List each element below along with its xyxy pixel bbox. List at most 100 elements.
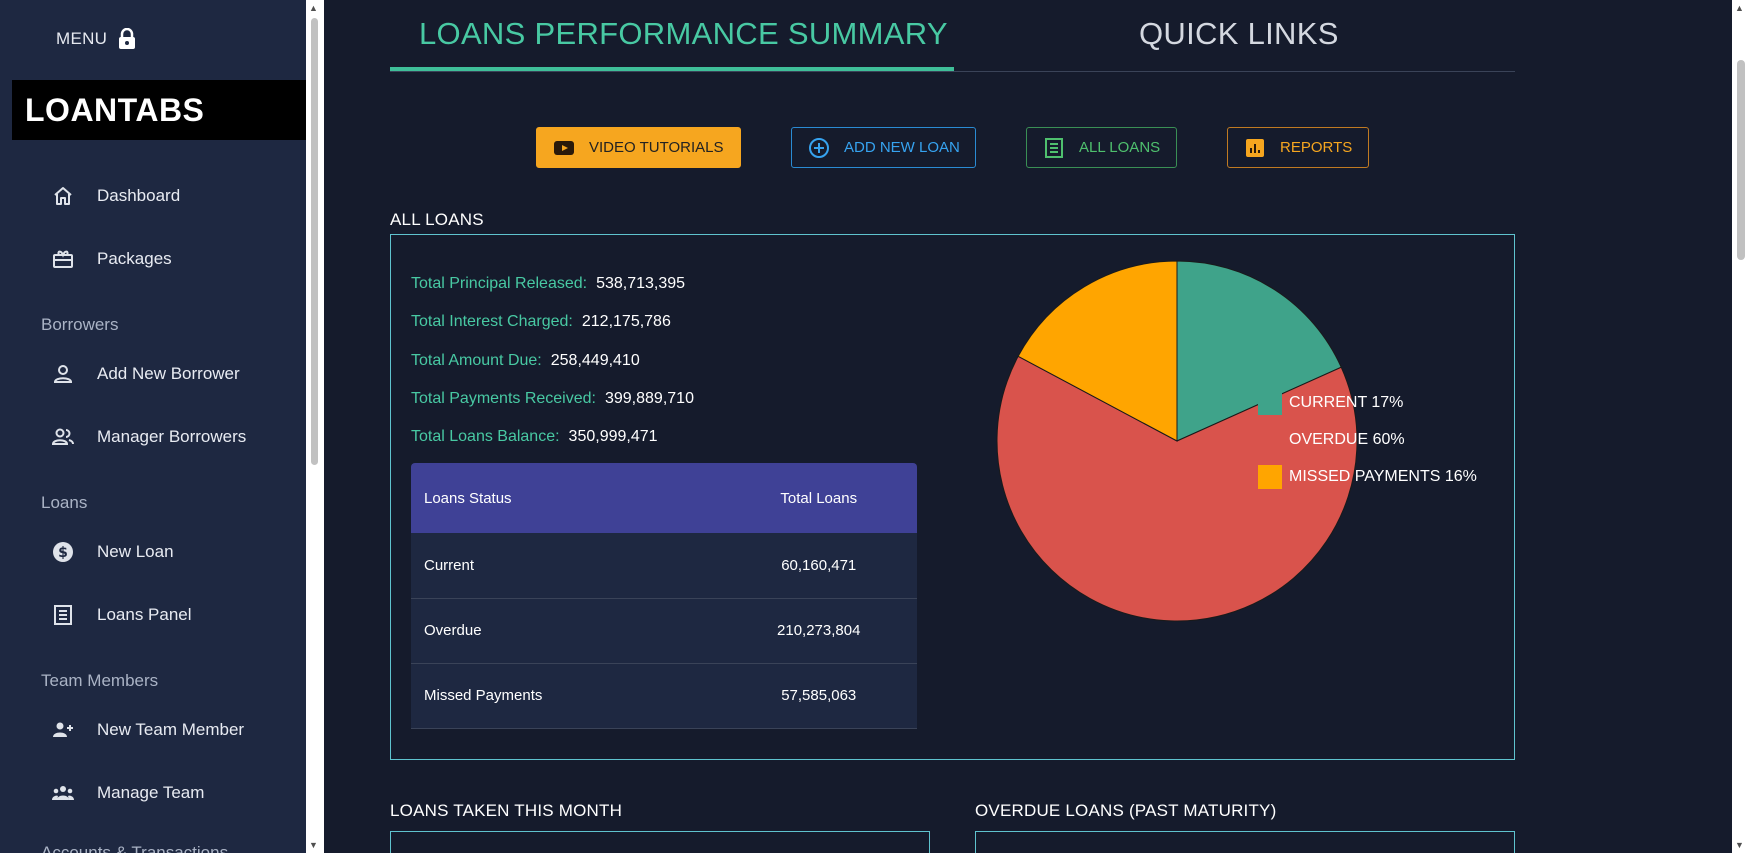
section-team-members: Team Members xyxy=(41,671,159,690)
stat-label: Total Loans Balance: xyxy=(411,428,560,445)
plus-circle-icon xyxy=(809,137,829,158)
stat-balance: Total Loans Balance: 350,999,471 xyxy=(411,428,658,446)
overdue-loans-panel xyxy=(975,831,1515,853)
sidebar-item-label: New Loan xyxy=(97,542,174,561)
scroll-down-icon[interactable]: ▼ xyxy=(1735,840,1744,850)
all-loans-panel: Total Principal Released: 538,713,395 Tot… xyxy=(390,234,1515,760)
brand-logo[interactable]: LOANTABS xyxy=(12,80,306,140)
table-row: Current 60,160,471 xyxy=(411,533,917,599)
home-icon xyxy=(50,183,76,209)
legend-label: MISSED PAYMENTS 16% xyxy=(1289,468,1477,485)
sidebar-item-label: Packages xyxy=(97,249,172,268)
sidebar-item-manage-borrowers[interactable]: Manager Borrowers xyxy=(0,414,306,460)
add-person-icon xyxy=(50,717,76,743)
table-cell: 210,273,804 xyxy=(720,598,917,664)
sidebar: MENU LOANTABS Dashboard Packages Borrowe… xyxy=(0,0,306,853)
video-tutorials-label: VIDEO TUTORIALS xyxy=(589,139,724,156)
stat-value: 350,999,471 xyxy=(568,428,658,445)
stat-value: 538,713,395 xyxy=(596,275,686,292)
stat-value: 212,175,786 xyxy=(581,313,671,330)
stat-value: 399,889,710 xyxy=(604,390,694,407)
list-icon xyxy=(50,602,76,628)
add-new-loan-label: ADD NEW LOAN xyxy=(844,139,960,156)
legend-swatch xyxy=(1258,465,1282,489)
sidebar-item-loans-panel[interactable]: Loans Panel xyxy=(0,592,306,638)
legend-swatch xyxy=(1258,428,1282,452)
reports-label: REPORTS xyxy=(1280,139,1353,156)
scroll-up-icon[interactable]: ▲ xyxy=(1735,3,1744,13)
legend-overdue[interactable]: OVERDUE 60% xyxy=(1258,428,1405,452)
page-scrollbar-thumb[interactable] xyxy=(1737,60,1745,260)
table-cell: 60,160,471 xyxy=(720,533,917,599)
scroll-up-icon[interactable]: ▲ xyxy=(309,3,318,13)
video-tutorials-button[interactable]: VIDEO TUTORIALS xyxy=(536,127,741,168)
sidebar-scrollbar-thumb[interactable] xyxy=(311,18,318,465)
pie-slice-missed[interactable] xyxy=(1017,260,1178,442)
table-header-row: Loans Status Total Loans xyxy=(411,463,917,533)
stat-label: Total Principal Released: xyxy=(411,275,588,292)
stat-amount-due: Total Amount Due: 258,449,410 xyxy=(411,352,640,370)
active-tab-indicator xyxy=(390,67,954,71)
tab-bar: LOANS PERFORMANCE SUMMARY QUICK LINKS xyxy=(390,0,1515,72)
table-cell: Overdue xyxy=(411,598,721,664)
person-icon xyxy=(50,361,76,387)
bar-chart-icon xyxy=(1246,138,1264,157)
section-accounts-transactions: Accounts & Transactions xyxy=(41,843,229,853)
sidebar-item-packages[interactable]: Packages xyxy=(0,236,306,282)
menu-toggle[interactable]: MENU xyxy=(56,28,137,50)
lock-icon xyxy=(119,28,136,49)
sidebar-item-new-loan[interactable]: $ New Loan xyxy=(0,529,306,575)
overdue-loans-title: OVERDUE LOANS (PAST MATURITY) xyxy=(975,801,1277,820)
list-icon xyxy=(1045,137,1063,158)
pie-slice-current[interactable] xyxy=(1176,260,1342,442)
column-header: Loans Status xyxy=(411,463,721,533)
all-loans-label: ALL LOANS xyxy=(1079,139,1161,156)
sidebar-item-manage-team[interactable]: Manage Team xyxy=(0,770,306,816)
stat-principal: Total Principal Released: 538,713,395 xyxy=(411,275,685,293)
legend-label: OVERDUE 60% xyxy=(1289,431,1405,448)
loans-status-table: Loans Status Total Loans Current 60,160,… xyxy=(411,463,917,729)
dollar-icon: $ xyxy=(50,539,76,565)
table-cell: Current xyxy=(411,533,721,599)
add-new-loan-button[interactable]: ADD NEW LOAN xyxy=(791,127,976,168)
loans-taken-title: LOANS TAKEN THIS MONTH xyxy=(390,801,623,820)
team-icon xyxy=(50,780,76,806)
stat-interest: Total Interest Charged: 212,175,786 xyxy=(411,313,671,331)
sidebar-item-new-team-member[interactable]: New Team Member xyxy=(0,707,306,753)
pie-slice-overdue[interactable] xyxy=(996,355,1358,622)
stat-label: Total Payments Received: xyxy=(411,390,596,407)
section-loans: Loans xyxy=(41,493,88,512)
stat-label: Total Amount Due: xyxy=(411,352,542,369)
legend-label: CURRENT 17% xyxy=(1289,394,1404,411)
scroll-down-icon[interactable]: ▼ xyxy=(309,840,318,850)
table-cell: 57,585,063 xyxy=(720,663,917,729)
column-header: Total Loans xyxy=(720,463,917,533)
sidebar-item-add-borrower[interactable]: Add New Borrower xyxy=(0,351,306,397)
loans-taken-panel xyxy=(390,831,930,853)
sidebar-item-label: Loans Panel xyxy=(97,605,192,624)
loans-pie-chart xyxy=(996,260,1358,622)
legend-missed-payments[interactable]: MISSED PAYMENTS 16% xyxy=(1258,465,1477,489)
tab-performance-summary[interactable]: LOANS PERFORMANCE SUMMARY xyxy=(419,16,948,51)
page-scrollbar[interactable] xyxy=(1732,0,1750,853)
all-loans-title: ALL LOANS xyxy=(390,210,484,229)
video-icon xyxy=(554,140,574,155)
section-borrowers: Borrowers xyxy=(41,315,119,334)
all-loans-button[interactable]: ALL LOANS xyxy=(1026,127,1177,168)
package-icon xyxy=(50,246,76,272)
table-row: Missed Payments 57,585,063 xyxy=(411,663,917,729)
sidebar-item-dashboard[interactable]: Dashboard xyxy=(0,173,306,219)
reports-button[interactable]: REPORTS xyxy=(1227,127,1369,168)
sidebar-item-label: Manage Team xyxy=(97,783,205,802)
tab-quick-links[interactable]: QUICK LINKS xyxy=(1139,16,1339,51)
people-icon xyxy=(50,424,76,450)
table-row: Overdue 210,273,804 xyxy=(411,598,917,664)
legend-current[interactable]: CURRENT 17% xyxy=(1258,391,1403,415)
sidebar-item-label: Add New Borrower xyxy=(97,364,240,383)
table-cell: Missed Payments xyxy=(411,663,721,729)
sidebar-item-label: New Team Member xyxy=(97,720,245,739)
svg-text:$: $ xyxy=(58,545,68,561)
stat-value: 258,449,410 xyxy=(550,352,640,369)
stat-payments: Total Payments Received: 399,889,710 xyxy=(411,390,694,408)
legend-swatch xyxy=(1258,391,1282,415)
